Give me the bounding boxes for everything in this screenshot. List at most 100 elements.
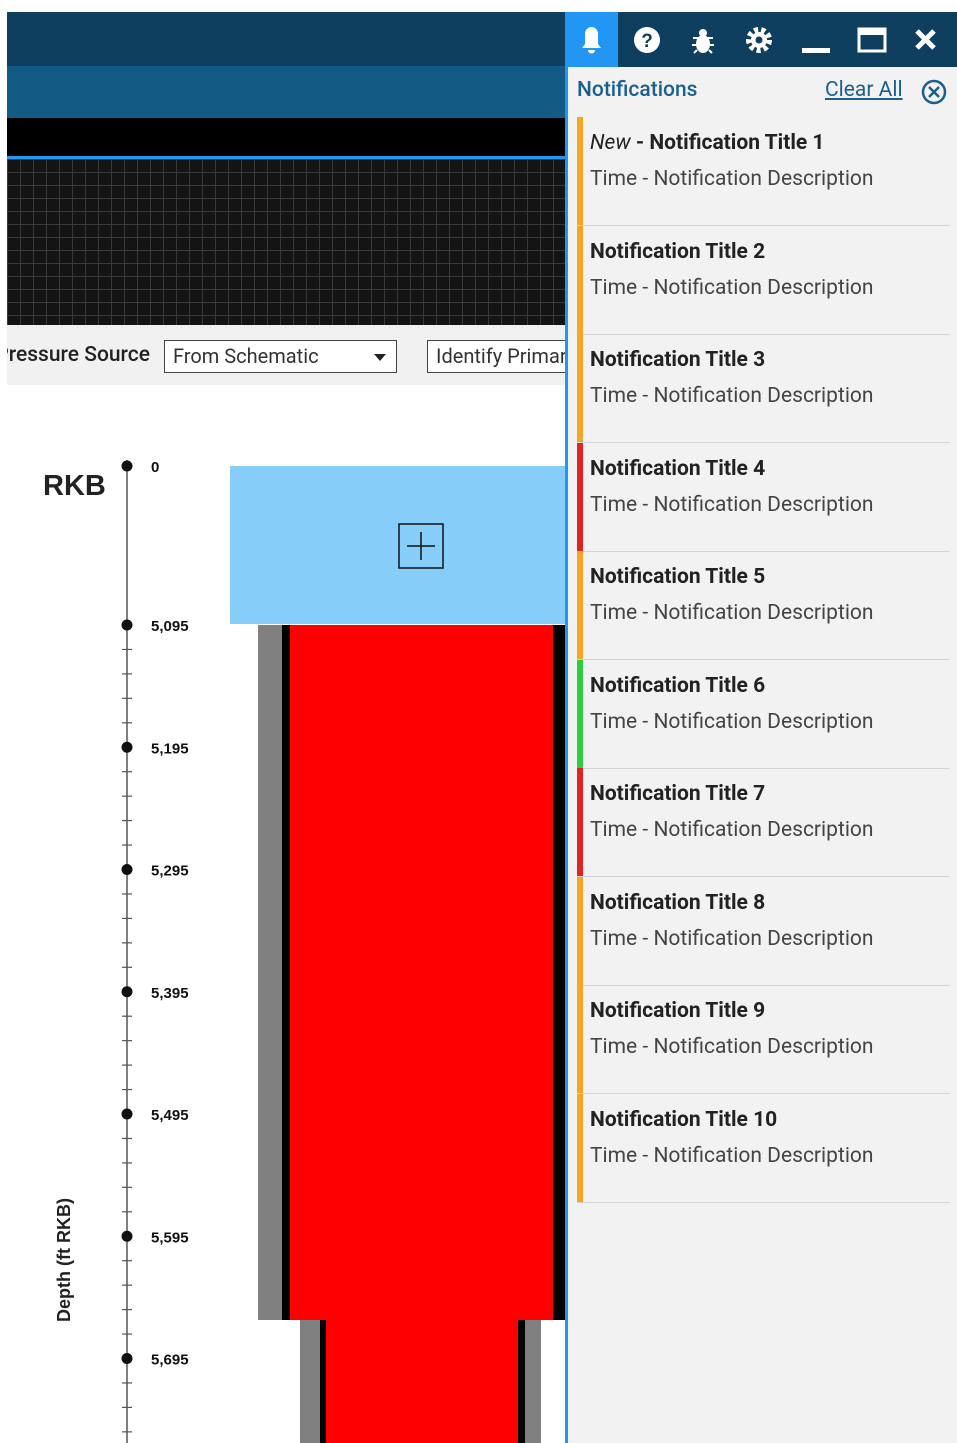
- depth-tick-label: 5,395: [151, 985, 189, 1002]
- identify-label: Identify Primary: [436, 344, 577, 368]
- notification-description: Notification Description: [653, 709, 874, 734]
- notification-time: Time: [590, 492, 638, 517]
- separator: -: [637, 167, 654, 191]
- panel-toolbar: ?: [565, 12, 957, 67]
- notification-title: Notification Title 2: [590, 239, 766, 264]
- track-header: [7, 118, 565, 156]
- severity-bar: [577, 117, 583, 225]
- major-tick: [121, 1108, 133, 1120]
- depth-axis-title: Depth (ft RKB): [54, 1198, 74, 1322]
- separator: -: [637, 709, 654, 734]
- notification-description-line: Time - Notification Description: [590, 927, 874, 951]
- severity-bar: [577, 985, 583, 1093]
- notification-time: Time: [590, 275, 638, 300]
- severity-bar: [577, 334, 583, 442]
- notification-title: Notification Title 7: [590, 782, 766, 806]
- bug-icon[interactable]: [692, 29, 714, 54]
- major-tick: [121, 1230, 133, 1242]
- notification-time: Time: [590, 709, 638, 734]
- notification-item[interactable]: Notification Title 8 Time - Notification …: [577, 876, 950, 986]
- settings-icon[interactable]: [746, 27, 772, 53]
- notification-description-line: Time - Notification Description: [590, 493, 874, 517]
- notification-description-line: Time - Notification Description: [590, 818, 874, 842]
- notification-description-line: Time - Notification Description: [590, 710, 874, 734]
- notification-title-line: Notification Title 9: [590, 999, 765, 1023]
- notification-item[interactable]: Notification Title 7 Time - Notification …: [577, 768, 950, 877]
- separator: -: [637, 601, 654, 625]
- cement-left: [258, 625, 282, 1320]
- notification-time: Time: [590, 1143, 638, 1168]
- notification-description-line: Time - Notification Description: [590, 384, 874, 408]
- notification-description: Notification Description: [653, 384, 874, 408]
- add-button[interactable]: [398, 523, 444, 569]
- notification-title: Notification Title 9: [590, 999, 766, 1023]
- separator: -: [637, 1143, 654, 1168]
- notification-description: Notification Description: [653, 601, 874, 625]
- notification-item[interactable]: Notification Title 2 Time - Notification …: [577, 225, 950, 335]
- notification-description-line: Time - Notification Description: [590, 167, 874, 191]
- major-tick: [121, 986, 133, 998]
- clear-all-icon[interactable]: [921, 79, 949, 107]
- minimize-icon[interactable]: [802, 48, 830, 53]
- notification-title-line: Notification Title 7: [590, 782, 765, 806]
- separator: -: [637, 492, 654, 517]
- notification-time: Time: [590, 384, 638, 408]
- help-glyph: ?: [641, 31, 653, 52]
- notification-description: Notification Description: [653, 926, 874, 951]
- depth-tick-label: 5,295: [151, 863, 189, 880]
- severity-bar: [577, 551, 583, 659]
- notification-description-line: Time - Notification Description: [590, 601, 874, 625]
- separator: -: [637, 926, 654, 951]
- depth-tick-label: 5,195: [151, 740, 189, 757]
- notification-title: Notification Title 6: [590, 673, 766, 698]
- clear-all-link[interactable]: Clear All: [825, 78, 903, 102]
- maximize-bar: [859, 29, 885, 35]
- notification-description-line: Time - Notification Description: [590, 276, 874, 300]
- notification-item[interactable]: Notification Title 5 Time - Notification …: [577, 551, 950, 660]
- notification-item[interactable]: Notification Title 10 Time - Notification…: [577, 1093, 950, 1203]
- notification-description: Notification Description: [653, 275, 874, 300]
- separator: -: [637, 818, 654, 842]
- notification-title: Notification Title 4: [590, 456, 766, 481]
- notification-title: Notification Title 3: [590, 348, 766, 372]
- notification-title: Notification Title 8: [590, 890, 766, 915]
- help-icon[interactable]: [634, 27, 660, 53]
- dropdown-value: From Schematic: [173, 344, 319, 368]
- pressure-source-label: Pressure Source: [7, 343, 150, 367]
- notification-item[interactable]: Notification Title 9 Time - Notification …: [577, 985, 950, 1094]
- tubing-upper: [290, 625, 553, 1320]
- track-divider: [7, 156, 565, 159]
- casing-lower-right: [518, 1320, 525, 1443]
- notification-item[interactable]: Notification Title 3 Time - Notification …: [577, 334, 950, 443]
- bell-icon: [582, 27, 601, 54]
- notification-title-line: Notification Title 3: [590, 348, 765, 372]
- notification-item[interactable]: Notification Title 4 Time - Notification …: [577, 442, 950, 552]
- panel-title: Notifications: [577, 78, 698, 102]
- casing-lower-left: [320, 1320, 326, 1443]
- depth-tick-label: 5,095: [151, 618, 189, 635]
- depth-tick-label: 5,695: [151, 1352, 189, 1369]
- notification-time: Time: [590, 601, 638, 625]
- separator: -: [630, 131, 650, 155]
- notification-item[interactable]: New - Notification Title 1 Time - Notific…: [577, 117, 950, 226]
- notification-item[interactable]: Notification Title 6 Time - Notification …: [577, 659, 950, 769]
- notification-title-line: Notification Title 2: [590, 240, 765, 264]
- severity-bar: [577, 768, 583, 876]
- notification-description: Notification Description: [653, 1143, 874, 1168]
- options-bar: Pressure Source From Schematic Identify …: [7, 325, 629, 385]
- close-icon[interactable]: [915, 29, 936, 50]
- notification-title-line: Notification Title 8: [590, 891, 765, 915]
- notification-time: Time: [590, 1035, 638, 1059]
- toolbar-icons: ?: [565, 12, 936, 67]
- notification-title-line: Notification Title 6: [590, 674, 765, 698]
- pressure-source-dropdown[interactable]: From Schematic: [164, 340, 397, 373]
- major-tick: [121, 619, 133, 631]
- major-tick: [121, 460, 133, 472]
- severity-bar: [577, 1093, 583, 1202]
- notification-description: Notification Description: [653, 492, 874, 517]
- notification-time: Time: [590, 167, 638, 191]
- separator: -: [637, 1035, 654, 1059]
- notification-description-line: Time - Notification Description: [590, 1144, 874, 1168]
- severity-bar: [577, 876, 583, 985]
- notification-title-line: New - Notification Title 1: [590, 131, 824, 155]
